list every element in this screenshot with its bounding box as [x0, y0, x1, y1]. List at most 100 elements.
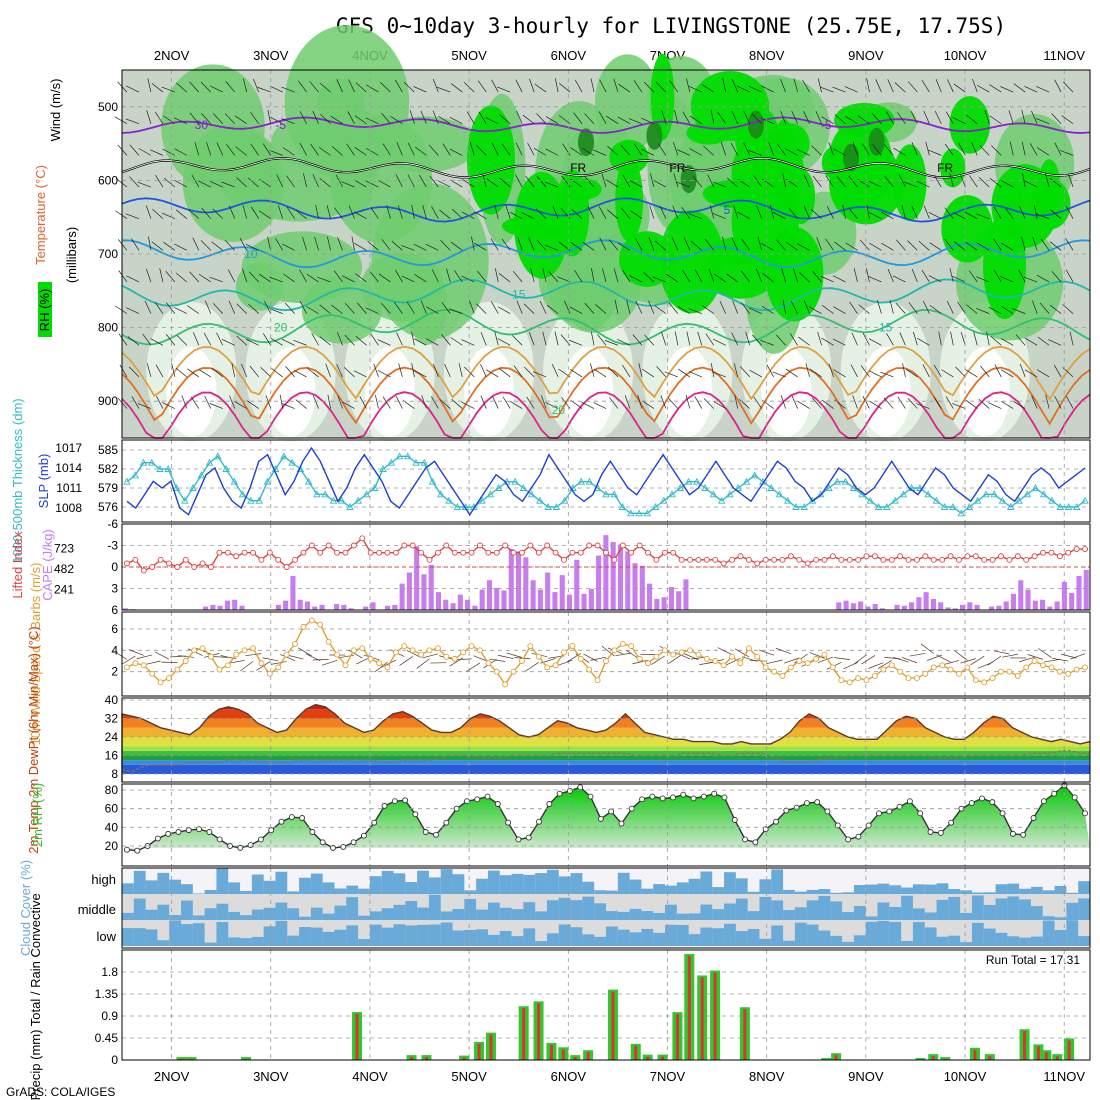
rh-legend-swatch	[38, 282, 52, 337]
thickness-line-marker	[850, 484, 858, 491]
cape-bar	[625, 551, 631, 610]
wind-barb	[947, 79, 954, 93]
lifted-index-line-marker	[720, 560, 727, 567]
wind10m-speed-line-marker	[871, 672, 878, 679]
wind-barb	[501, 238, 511, 251]
cloud-cover-bar	[606, 911, 619, 920]
wind-barb	[732, 300, 739, 314]
cape-bar	[617, 544, 623, 610]
wind-barb	[450, 241, 463, 251]
wind-barb	[753, 396, 762, 409]
wind-barb	[736, 85, 750, 93]
thickness-line-marker	[618, 503, 627, 510]
wind-barb	[454, 270, 463, 283]
wind-barb	[1054, 142, 1062, 156]
lifted-index-line-marker	[771, 556, 778, 563]
precip-convective-bar	[646, 1056, 650, 1060]
wind-barb	[163, 241, 176, 251]
precip-convective-bar	[477, 1043, 481, 1060]
wind-barb	[494, 205, 499, 219]
wind-barb	[923, 110, 930, 124]
rh-line-marker	[906, 798, 913, 805]
cloud-cover-bar	[299, 916, 312, 920]
cape-bar	[661, 597, 667, 610]
wind-barb	[432, 110, 439, 124]
rh-line-marker	[391, 798, 398, 805]
wind10m-barb	[525, 662, 539, 672]
wind-barb	[198, 180, 211, 188]
precip-convective-bar	[549, 1044, 553, 1060]
wind-barb	[739, 398, 750, 409]
wind-barb	[705, 333, 715, 346]
wind-barb	[395, 395, 403, 409]
wind-barb	[731, 332, 739, 346]
cape-bar	[370, 602, 376, 610]
wind-barb	[523, 303, 535, 314]
wind-barb	[420, 300, 427, 314]
thickness-line-marker	[238, 490, 247, 498]
wind-barb	[757, 236, 763, 251]
wind-barb	[242, 78, 248, 93]
wind10m-speed-line-marker	[468, 643, 475, 650]
cloud-bg-cell	[594, 868, 607, 894]
cloud-bg-cell	[240, 894, 253, 920]
wind-barb	[672, 205, 679, 219]
thickness-line-marker	[1064, 503, 1073, 510]
wind10m-barb	[758, 649, 775, 656]
wind-barb	[894, 82, 906, 93]
cloud-cover-bar	[452, 930, 465, 946]
wind-barb	[928, 275, 942, 283]
wind-barb	[822, 305, 834, 314]
cloud-bg-cell	[169, 894, 182, 920]
precip-convective-bar	[700, 977, 704, 1060]
cloud-cover-bar	[192, 915, 206, 920]
wind-barb	[270, 116, 283, 125]
wind-barb	[717, 112, 727, 124]
wind10m-barb	[725, 657, 741, 666]
wind10m-speed-line-marker	[829, 664, 836, 671]
li-ytick-label: -3	[107, 539, 118, 553]
wind-barb	[756, 205, 763, 219]
wind-barb	[849, 301, 858, 314]
wind-barb	[913, 331, 918, 346]
wind10m-barb	[877, 660, 892, 669]
footer-credit: GrADS: COLA/IGES	[6, 1085, 115, 1099]
wind-barb	[1000, 86, 1014, 93]
precip-ytick-label: 1.35	[95, 987, 119, 1001]
wind-barb	[542, 268, 547, 283]
wind-barb	[331, 304, 343, 314]
wind-barb	[570, 369, 583, 378]
cloud-cover-bar	[322, 913, 335, 920]
wind-barb	[564, 300, 571, 314]
lifted-index-line-marker	[367, 549, 374, 556]
wind-barb	[544, 244, 559, 251]
wind-barb	[536, 239, 547, 251]
wind-barb	[171, 363, 176, 377]
wind10m-speed-line-marker	[586, 666, 593, 673]
wind-barb	[551, 364, 559, 378]
wind-barb	[596, 334, 607, 346]
wind10m-speed-line-marker	[1048, 664, 1055, 671]
lifted-index-line-marker	[241, 549, 248, 556]
cloud-cover-bar	[523, 902, 536, 920]
cloud-cover-bar	[924, 884, 938, 894]
wind-barb	[965, 241, 978, 251]
lifted-index-line-marker	[317, 549, 324, 556]
wind10m-barb	[853, 654, 867, 665]
wind10m-speed-line-marker	[266, 670, 273, 677]
wind-barb	[1000, 369, 1014, 378]
wind-barb	[954, 241, 966, 251]
wind-barb	[605, 179, 619, 188]
li-ytick-label: 0	[111, 560, 118, 574]
precip-total-bar	[176, 1057, 187, 1060]
wind-barb	[793, 78, 798, 93]
wind-barb	[842, 204, 846, 219]
precip-convective-bar	[355, 1014, 359, 1060]
wind-barb	[337, 395, 343, 409]
thickness-line-marker	[924, 490, 932, 498]
cloud-cover-bar	[594, 890, 607, 894]
cape-bar	[399, 583, 405, 610]
lifted-index-line-marker	[140, 567, 147, 574]
wind-barb	[571, 208, 583, 219]
rh-line-marker	[793, 804, 800, 811]
